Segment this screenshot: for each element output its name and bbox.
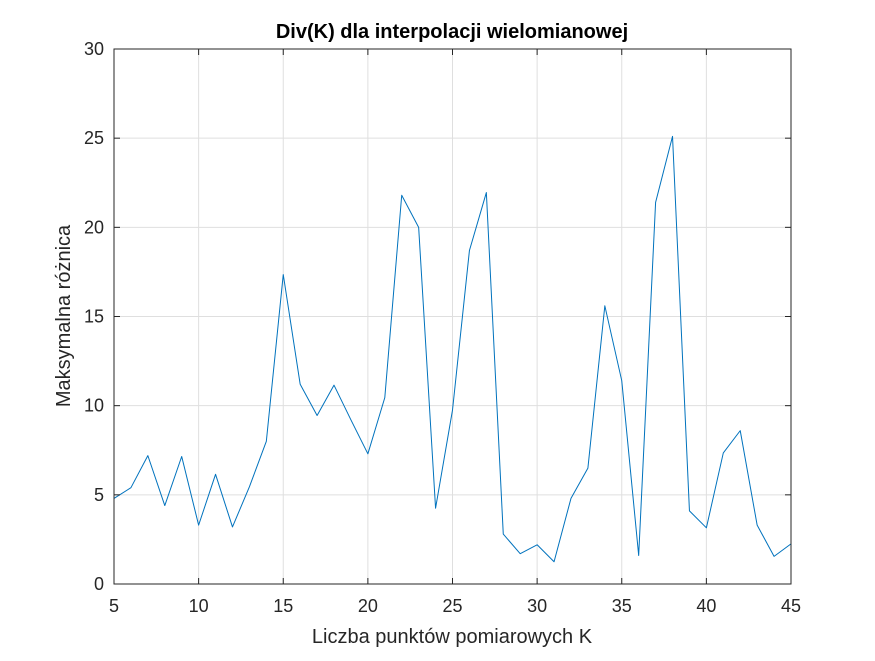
series-line — [113, 135, 792, 563]
x-tick-label: 40 — [696, 596, 716, 616]
x-axis-label: Liczba punktów pomiarowych K — [312, 626, 593, 648]
x-tick-label: 30 — [527, 596, 547, 616]
chart-title: Div(K) dla interpolacji wielomianowej — [276, 21, 628, 43]
x-tick-label: 10 — [189, 596, 209, 616]
x-tick-label: 45 — [781, 596, 801, 616]
y-tick-label: 10 — [84, 396, 104, 416]
y-tick-label: 25 — [84, 128, 104, 148]
x-tick-label: 5 — [109, 596, 119, 616]
series-layer — [113, 135, 792, 563]
x-tick-label: 25 — [442, 596, 462, 616]
y-tick-label: 15 — [84, 307, 104, 327]
x-tick-label: 20 — [358, 596, 378, 616]
y-tick-label: 5 — [94, 485, 104, 505]
x-tick-label: 15 — [273, 596, 293, 616]
y-tick-label: 0 — [94, 574, 104, 594]
x-tick-label: 35 — [612, 596, 632, 616]
y-tick-label: 20 — [84, 217, 104, 237]
y-tick-label: 30 — [84, 39, 104, 59]
y-axis-label: Maksymalna różnica — [53, 224, 75, 407]
